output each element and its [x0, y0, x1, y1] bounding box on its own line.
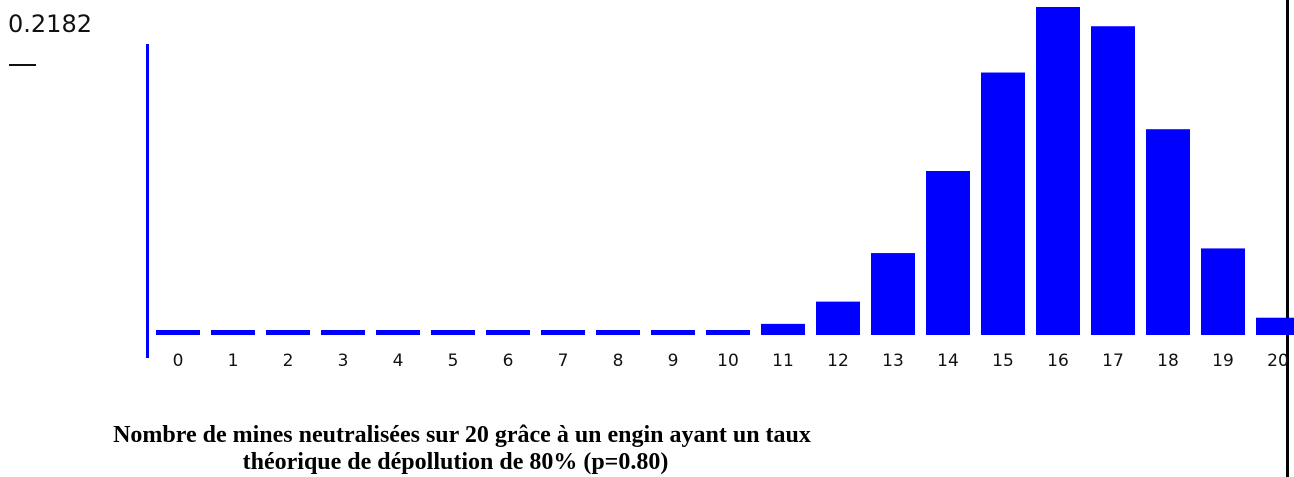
bar-0 — [156, 330, 200, 335]
x-tick-label-9: 9 — [668, 351, 679, 371]
bar-14 — [926, 171, 970, 335]
bar-19 — [1201, 248, 1245, 335]
bar-11 — [761, 323, 805, 335]
bar-2 — [266, 330, 310, 335]
caption-line-2: théorique de dépollution de 80% (p=0.80) — [242, 449, 669, 475]
x-tick-label-18: 18 — [1157, 351, 1179, 371]
bar-5 — [431, 330, 475, 335]
x-tick-label-11: 11 — [772, 351, 794, 371]
bar-10 — [706, 330, 750, 335]
y-axis-line — [146, 44, 149, 358]
x-tick-label-6: 6 — [503, 351, 514, 371]
x-tick-label-13: 13 — [882, 351, 904, 371]
x-tick-label-0: 0 — [173, 351, 184, 371]
bar-3 — [321, 330, 365, 335]
x-tick-label-14: 14 — [937, 351, 959, 371]
bar-20 — [1256, 317, 1294, 335]
x-tick-label-2: 2 — [283, 351, 294, 371]
bar-15 — [981, 72, 1025, 336]
x-tick-label-12: 12 — [827, 351, 849, 371]
bar-12 — [816, 301, 860, 335]
right-border — [1286, 0, 1289, 477]
y-max-tick — [9, 64, 36, 66]
caption-line-1: Nombre de mines neutralisées sur 20 grâc… — [113, 422, 811, 448]
x-tick-label-8: 8 — [613, 351, 624, 371]
bar-1 — [211, 330, 255, 335]
bar-7 — [541, 330, 585, 335]
x-tick-label-1: 1 — [228, 351, 239, 371]
bar-6 — [486, 330, 530, 335]
bar-9 — [651, 330, 695, 335]
bar-17 — [1091, 26, 1135, 336]
bar-18 — [1146, 129, 1190, 335]
y-max-label: 0.2182 — [8, 10, 92, 38]
x-tick-label-17: 17 — [1102, 351, 1124, 371]
x-tick-label-19: 19 — [1212, 351, 1234, 371]
x-tick-label-4: 4 — [393, 351, 404, 371]
bar-16 — [1036, 7, 1080, 335]
x-tick-label-20: 20 — [1267, 351, 1289, 371]
x-tick-label-16: 16 — [1047, 351, 1069, 371]
x-tick-label-7: 7 — [558, 351, 569, 371]
x-tick-label-3: 3 — [338, 351, 349, 371]
x-tick-label-5: 5 — [448, 351, 459, 371]
x-tick-label-10: 10 — [717, 351, 739, 371]
bar-4 — [376, 330, 420, 335]
bar-13 — [871, 253, 915, 335]
x-tick-label-15: 15 — [992, 351, 1014, 371]
bar-8 — [596, 330, 640, 335]
chart-caption: Nombre de mines neutralisées sur 20 grâc… — [0, 422, 1294, 476]
